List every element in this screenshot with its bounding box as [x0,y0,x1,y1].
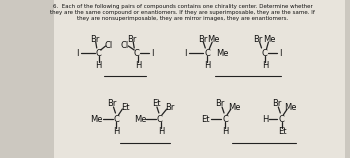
Text: Br: Br [90,34,99,43]
Text: Br: Br [215,100,225,109]
Text: Br: Br [165,103,174,112]
Text: 6.  Each of the following pairs of compounds contains one chirality center. Dete: 6. Each of the following pairs of compou… [53,4,313,9]
Text: Br: Br [198,34,207,43]
Text: C: C [96,49,101,58]
Text: they are the same compound or enantiomers. If they are superimposable, they are : they are the same compound or enantiomer… [50,10,315,15]
Text: Me: Me [263,34,276,43]
Text: Me: Me [134,115,146,124]
FancyBboxPatch shape [54,0,345,158]
Text: H: H [96,61,102,70]
Text: Et: Et [152,100,160,109]
Text: Et: Et [121,103,130,112]
Text: H: H [113,127,120,136]
Text: Br: Br [272,100,281,109]
Text: Br: Br [253,34,262,43]
Text: I: I [279,49,281,58]
Text: Me: Me [284,103,296,112]
Text: Me: Me [216,49,228,58]
Text: H: H [262,115,269,124]
Text: H: H [204,61,210,70]
Text: C: C [133,49,139,58]
Text: Et: Et [278,127,287,136]
Text: Et: Et [201,115,210,124]
Text: H: H [135,61,141,70]
Text: H: H [222,127,228,136]
Text: Br: Br [107,100,116,109]
Text: C: C [278,115,284,124]
Text: I: I [184,49,187,58]
Text: C: C [222,115,228,124]
Text: Me: Me [90,115,103,124]
Text: C: C [261,49,267,58]
Text: C: C [113,115,119,124]
Text: H: H [262,61,269,70]
Text: I: I [151,49,153,58]
Text: Cl: Cl [120,40,128,49]
Text: I: I [76,49,78,58]
Text: Me: Me [207,34,219,43]
Text: Me: Me [228,103,240,112]
Text: Br: Br [127,34,137,43]
Text: Cl: Cl [104,40,113,49]
Text: they are nonsuperimposable, they are mirror images, they are enantiomers.: they are nonsuperimposable, they are mir… [77,16,288,21]
Text: H: H [158,127,164,136]
Text: C: C [157,115,163,124]
Text: C: C [204,49,210,58]
